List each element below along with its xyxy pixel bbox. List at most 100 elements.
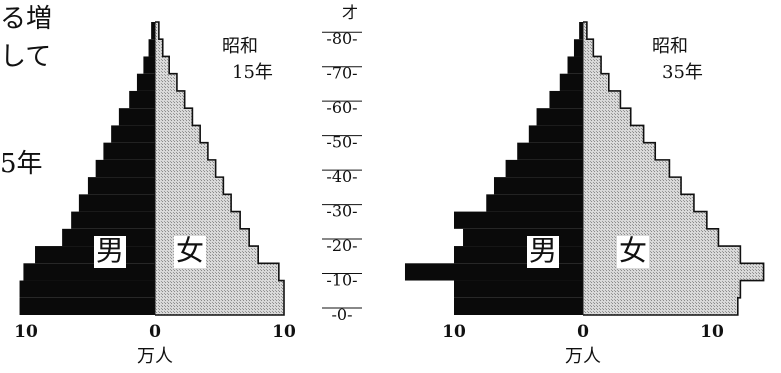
age-tick-label: -80-	[326, 29, 357, 48]
male-label-box	[94, 236, 126, 268]
bar-male-age-55	[536, 108, 583, 126]
age-tick-label: -70-	[326, 64, 357, 83]
female-outline	[155, 21, 285, 316]
bar-female-age-0	[583, 297, 738, 315]
bar-female-age-20	[583, 228, 719, 247]
chart-title-line: 35年	[662, 62, 703, 83]
bar-male-age-35	[87, 177, 155, 195]
bar-male-age-0	[19, 297, 155, 315]
male-label: 男	[96, 234, 124, 267]
female-label: 女	[176, 234, 204, 267]
age-tick-label: -50-	[326, 133, 357, 152]
age-tick-label: -0-	[332, 305, 353, 324]
bar-female-age-5	[583, 280, 741, 298]
x-tick-label: 10	[442, 322, 466, 342]
bar-female-age-65	[155, 73, 177, 91]
age-tick-label: -30-	[326, 202, 357, 221]
female-label-box	[174, 236, 206, 268]
bar-male-age-50	[528, 125, 583, 143]
bar-female-age-60	[583, 90, 621, 109]
bar-male-age-75	[573, 39, 583, 57]
bar-male-age-30	[78, 194, 155, 212]
x-tick-label: 10	[14, 322, 38, 342]
bar-female-age-0	[155, 297, 284, 315]
bar-female-age-50	[155, 125, 201, 143]
clipped-text-line-1: る増	[0, 4, 53, 34]
bar-male-age-55	[118, 108, 155, 126]
bar-female-age-25	[155, 211, 241, 229]
chart-title-line: 昭和	[652, 36, 688, 57]
chart-title-line: 15年	[232, 62, 273, 83]
bar-female-age-40	[155, 159, 216, 178]
bar-male-age-65	[136, 73, 155, 91]
age-tick-label: -20-	[326, 236, 357, 255]
bar-female-age-50	[583, 125, 644, 143]
bar-male-age-45	[517, 142, 583, 160]
bar-female-age-35	[583, 177, 682, 195]
x-tick-label: 10	[700, 322, 724, 342]
bar-male-age-5	[454, 280, 583, 298]
age-axis: 才 -0- -10- -20- -30- -40- -50- -60- -70- -80-	[322, 3, 362, 324]
bar-female-age-55	[583, 108, 631, 126]
clipped-text-line-3: 5年	[0, 149, 43, 179]
bar-male-age-10	[23, 263, 156, 281]
bar-female-age-10	[583, 263, 764, 281]
bar-male-age-30	[486, 194, 583, 212]
bar-female-age-30	[155, 194, 232, 212]
male-label: 男	[529, 234, 557, 267]
x-tick-label: 10	[272, 322, 296, 342]
bar-female-age-80	[155, 22, 159, 40]
bar-female-age-65	[583, 73, 609, 91]
female-label: 女	[619, 234, 647, 267]
male-label-box	[527, 236, 559, 268]
age-tick-label: -60-	[326, 98, 357, 117]
bar-male-age-60	[549, 90, 583, 109]
bar-male-age-50	[111, 125, 155, 143]
bar-female-age-35	[155, 177, 224, 195]
x-axis-unit-label: 万人	[137, 346, 173, 367]
age-axis-unit: 才	[342, 3, 358, 22]
bar-male-age-65	[559, 73, 583, 91]
bar-male-age-70	[567, 56, 583, 74]
x-tick-label: 0	[577, 322, 589, 342]
bar-female-age-75	[583, 39, 594, 57]
age-tick-label: -40-	[326, 167, 357, 186]
bar-female-age-45	[583, 142, 656, 160]
bar-male-age-80	[151, 22, 155, 40]
age-tick-label: -10-	[326, 271, 357, 290]
bar-male-age-40	[505, 159, 583, 178]
x-axis-unit-label: 万人	[565, 346, 601, 367]
bar-female-age-5	[155, 280, 284, 298]
bar-female-age-70	[155, 56, 170, 74]
bar-male-age-25	[71, 211, 155, 229]
bar-male-age-15	[454, 246, 583, 264]
bar-male-age-75	[148, 39, 155, 57]
bar-male-age-80	[579, 22, 583, 40]
bar-female-age-80	[583, 22, 587, 40]
bar-male-age-60	[129, 90, 155, 109]
bar-female-age-25	[583, 211, 707, 229]
female-outline	[583, 21, 765, 316]
bar-female-age-15	[155, 246, 259, 264]
bar-female-age-15	[583, 246, 741, 264]
bar-male-age-45	[103, 142, 155, 160]
bar-male-age-25	[454, 211, 583, 229]
bar-male-age-0	[454, 297, 583, 315]
clipped-text-line-2: して	[0, 42, 52, 72]
bar-female-age-40	[583, 159, 670, 178]
bar-female-age-55	[155, 108, 193, 126]
x-tick-label: 0	[149, 322, 161, 342]
female-label-box	[617, 236, 649, 268]
chart-title-line: 昭和	[222, 36, 258, 57]
bar-female-age-70	[583, 56, 602, 74]
bar-male-age-20	[463, 228, 583, 247]
bar-male-age-35	[493, 177, 583, 195]
bar-male-age-5	[19, 280, 155, 298]
bar-female-age-45	[155, 142, 208, 160]
bar-female-age-60	[155, 90, 185, 109]
bar-male-age-70	[143, 56, 155, 74]
bar-female-age-30	[583, 194, 694, 212]
